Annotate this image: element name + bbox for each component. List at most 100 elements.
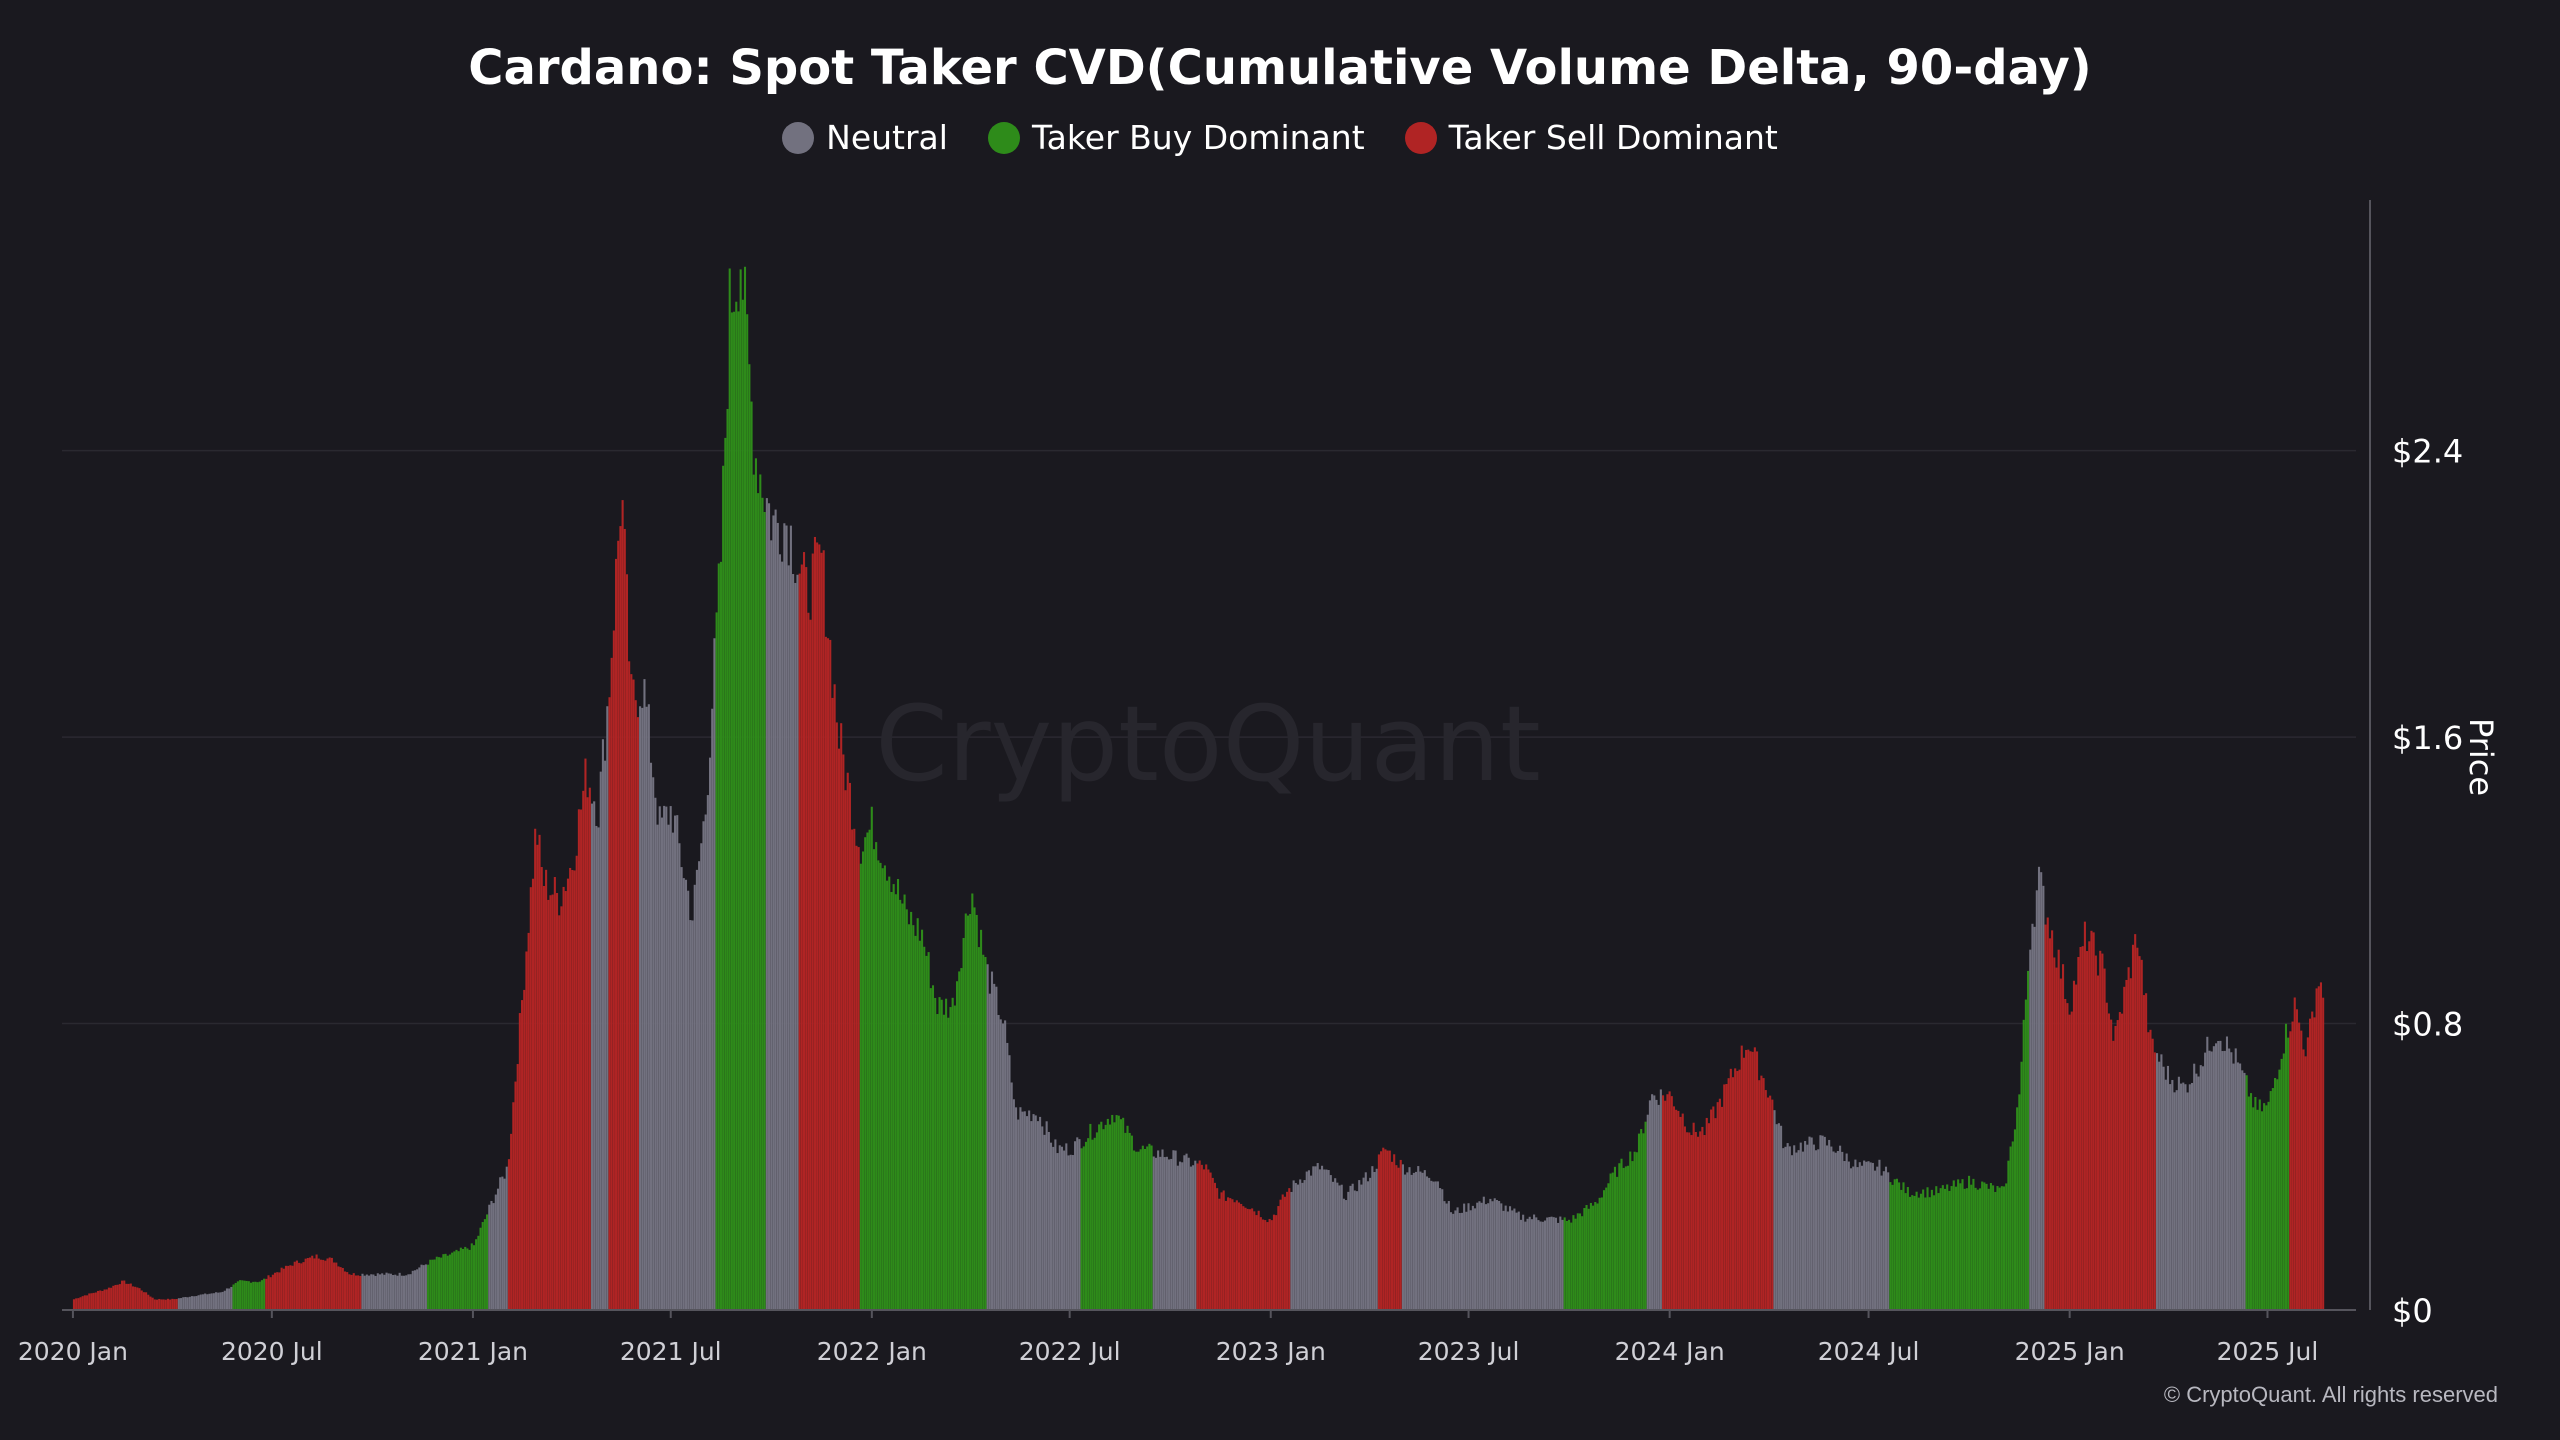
price-bar-buy	[2278, 1069, 2281, 1310]
price-bar-neutral	[396, 1275, 399, 1310]
price-bar-sell	[518, 1013, 521, 1310]
price-bar-neutral	[381, 1273, 384, 1310]
price-bar-sell	[158, 1298, 161, 1310]
price-bar-neutral	[1543, 1220, 1547, 1310]
price-bar-sell	[2293, 997, 2296, 1310]
price-bar-neutral	[1373, 1172, 1376, 1310]
price-bar-sell	[835, 722, 838, 1310]
price-bar-neutral	[1430, 1180, 1433, 1310]
price-bar-sell	[529, 887, 532, 1310]
price-bar-buy	[1926, 1187, 1929, 1310]
legend-item-taker-buy[interactable]: Taker Buy Dominant	[987, 118, 1365, 157]
price-bar-sell	[322, 1259, 325, 1310]
price-bar-buy	[462, 1248, 465, 1310]
price-bar-sell	[1393, 1154, 1396, 1310]
price-bar-neutral	[2035, 890, 2038, 1310]
price-bar-neutral	[1832, 1151, 1835, 1310]
price-bar-neutral	[1296, 1184, 1300, 1310]
price-bar-buy	[1924, 1197, 1927, 1310]
price-bar-neutral	[1292, 1180, 1295, 1310]
price-bar-buy	[759, 474, 762, 1311]
price-bar-buy	[1994, 1191, 1997, 1310]
legend-item-taker-sell[interactable]: Taker Sell Dominant	[1404, 118, 1778, 157]
price-bar-neutral	[1074, 1141, 1077, 1310]
price-bar-sell	[2300, 1030, 2303, 1310]
price-bar-sell	[1266, 1222, 1269, 1310]
price-bar-sell	[330, 1257, 333, 1310]
price-bar-neutral	[204, 1293, 207, 1310]
price-bar-buy	[446, 1255, 449, 1310]
price-bar-neutral	[1172, 1150, 1175, 1310]
price-bar-sell	[2110, 1019, 2113, 1310]
price-bar-neutral	[1854, 1159, 1857, 1310]
price-bar-sell	[625, 574, 629, 1310]
price-bar-buy	[1611, 1172, 1614, 1310]
price-bar-neutral	[1327, 1170, 1330, 1310]
price-bar-buy	[1600, 1197, 1603, 1310]
price-bar-sell	[628, 661, 631, 1310]
price-bar-neutral	[1362, 1177, 1365, 1310]
price-bar-neutral	[1882, 1171, 1885, 1310]
bars-layer	[72, 266, 2325, 1311]
price-bar-neutral	[1852, 1166, 1855, 1310]
price-bar-neutral	[660, 817, 663, 1310]
price-bar-neutral	[689, 920, 692, 1310]
price-bar-buy	[866, 832, 869, 1310]
price-bar-neutral	[407, 1274, 410, 1310]
price-bar-neutral	[2193, 1063, 2196, 1310]
price-bar-sell	[1725, 1084, 1728, 1310]
price-bar-neutral	[208, 1293, 211, 1310]
legend-label-taker-sell: Taker Sell Dominant	[1448, 118, 1778, 157]
price-bar-neutral	[2033, 926, 2036, 1310]
price-bar-sell	[2062, 964, 2065, 1310]
price-bar-buy	[472, 1245, 476, 1310]
price-bar-sell	[829, 639, 832, 1310]
price-bar-buy	[249, 1282, 253, 1310]
price-bar-sell	[1668, 1091, 1671, 1310]
price-bar-buy	[435, 1256, 438, 1310]
price-bar-buy	[1889, 1182, 1892, 1310]
price-bar-buy	[2282, 1053, 2285, 1310]
price-bar-sell	[153, 1299, 156, 1310]
price-bar-sell	[531, 878, 535, 1310]
price-bar-buy	[1928, 1197, 1931, 1310]
price-bar-buy	[1124, 1132, 1127, 1310]
price-bar-buy	[1989, 1183, 1992, 1310]
price-bar-neutral	[182, 1297, 185, 1310]
price-bar-neutral	[1356, 1191, 1359, 1310]
price-bar-neutral	[1823, 1136, 1826, 1310]
price-bar-buy	[982, 954, 985, 1310]
price-bar-neutral	[1065, 1143, 1068, 1310]
price-bar-sell	[2142, 995, 2145, 1310]
legend-item-neutral[interactable]: Neutral	[782, 118, 948, 157]
price-bar-buy	[427, 1264, 430, 1310]
price-bar-neutral	[2210, 1051, 2213, 1310]
price-bar-buy	[1915, 1191, 1918, 1310]
price-bar-sell	[2059, 978, 2062, 1310]
price-bar-neutral	[193, 1296, 196, 1310]
price-bar-neutral	[1773, 1110, 1776, 1310]
price-bar-neutral	[1839, 1145, 1842, 1310]
price-bar-neutral	[1174, 1150, 1177, 1310]
price-bar-sell	[1751, 1051, 1754, 1310]
price-bar-sell	[339, 1267, 342, 1310]
chart-title: Cardano: Spot Taker CVD(Cumulative Volum…	[468, 40, 2092, 96]
price-bar-buy	[1135, 1151, 1138, 1310]
price-bar-sell	[121, 1280, 124, 1310]
price-bar-neutral	[389, 1273, 392, 1310]
price-bar-buy	[980, 929, 983, 1310]
price-bar-sell	[1382, 1147, 1385, 1310]
price-bar-neutral	[601, 739, 604, 1310]
price-bar-sell	[114, 1284, 117, 1310]
price-bar-neutral	[1784, 1146, 1787, 1310]
price-bar-neutral	[1010, 1082, 1013, 1310]
price-bar-buy	[1998, 1187, 2001, 1310]
price-bar-buy	[1917, 1197, 1920, 1310]
price-bar-neutral	[2236, 1062, 2239, 1310]
price-bar-sell	[2116, 1020, 2119, 1310]
price-bar-sell	[1202, 1169, 1206, 1310]
price-bar-buy	[1985, 1183, 1988, 1310]
price-bar-neutral	[416, 1269, 419, 1310]
price-bar-sell	[300, 1263, 303, 1310]
price-bar-neutral	[2164, 1079, 2167, 1310]
